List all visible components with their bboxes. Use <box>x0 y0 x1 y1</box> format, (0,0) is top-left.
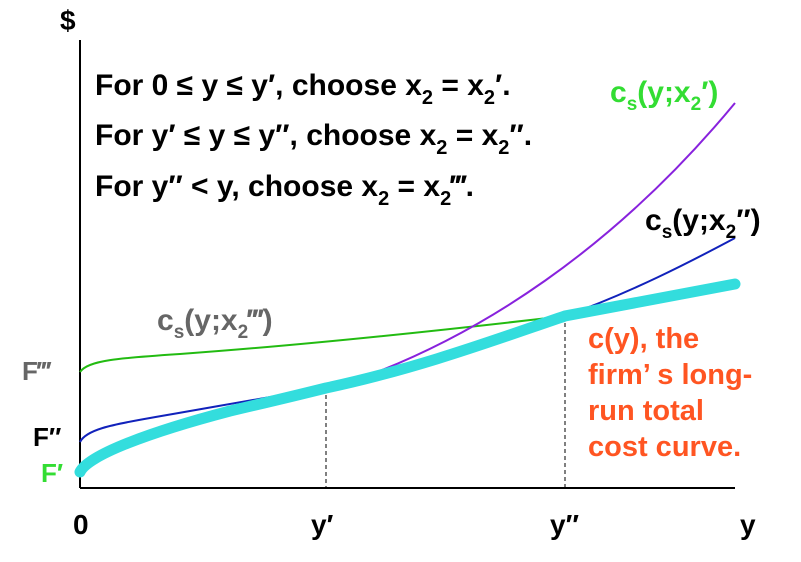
label-cs-x2-double-prime: cs(y;x2″) <box>645 204 761 243</box>
label-f-double-prime: F″ <box>33 422 61 452</box>
rule-line-2: For y′ ≤ y ≤ y″, choose x2 = x2″. <box>95 119 532 159</box>
x-axis-label: y <box>740 509 756 540</box>
label-cs-x2-triple-prime: cs(y;x2‴) <box>157 304 273 343</box>
x-tick-y-double-prime: y″ <box>550 509 579 540</box>
origin-label: 0 <box>73 509 89 540</box>
label-cs-x2-prime: cs(y;x2′) <box>610 76 718 115</box>
curve-long-run-envelope <box>74 278 741 478</box>
long-run-note: c(y), the firm’ s long- run total cost c… <box>588 323 760 463</box>
rule-line-1: For 0 ≤ y ≤ y′, choose x2 = x2′. <box>95 69 511 109</box>
curve-cs-x2-triple <box>79 315 566 373</box>
label-f-triple-prime: F‴ <box>22 356 52 386</box>
label-f-prime: F′ <box>41 458 63 488</box>
x-tick-y-prime: y′ <box>311 509 334 540</box>
y-axis-label: $ <box>60 5 76 36</box>
rule-line-3: For y″ < y, choose x2 = x2‴. <box>95 170 474 210</box>
